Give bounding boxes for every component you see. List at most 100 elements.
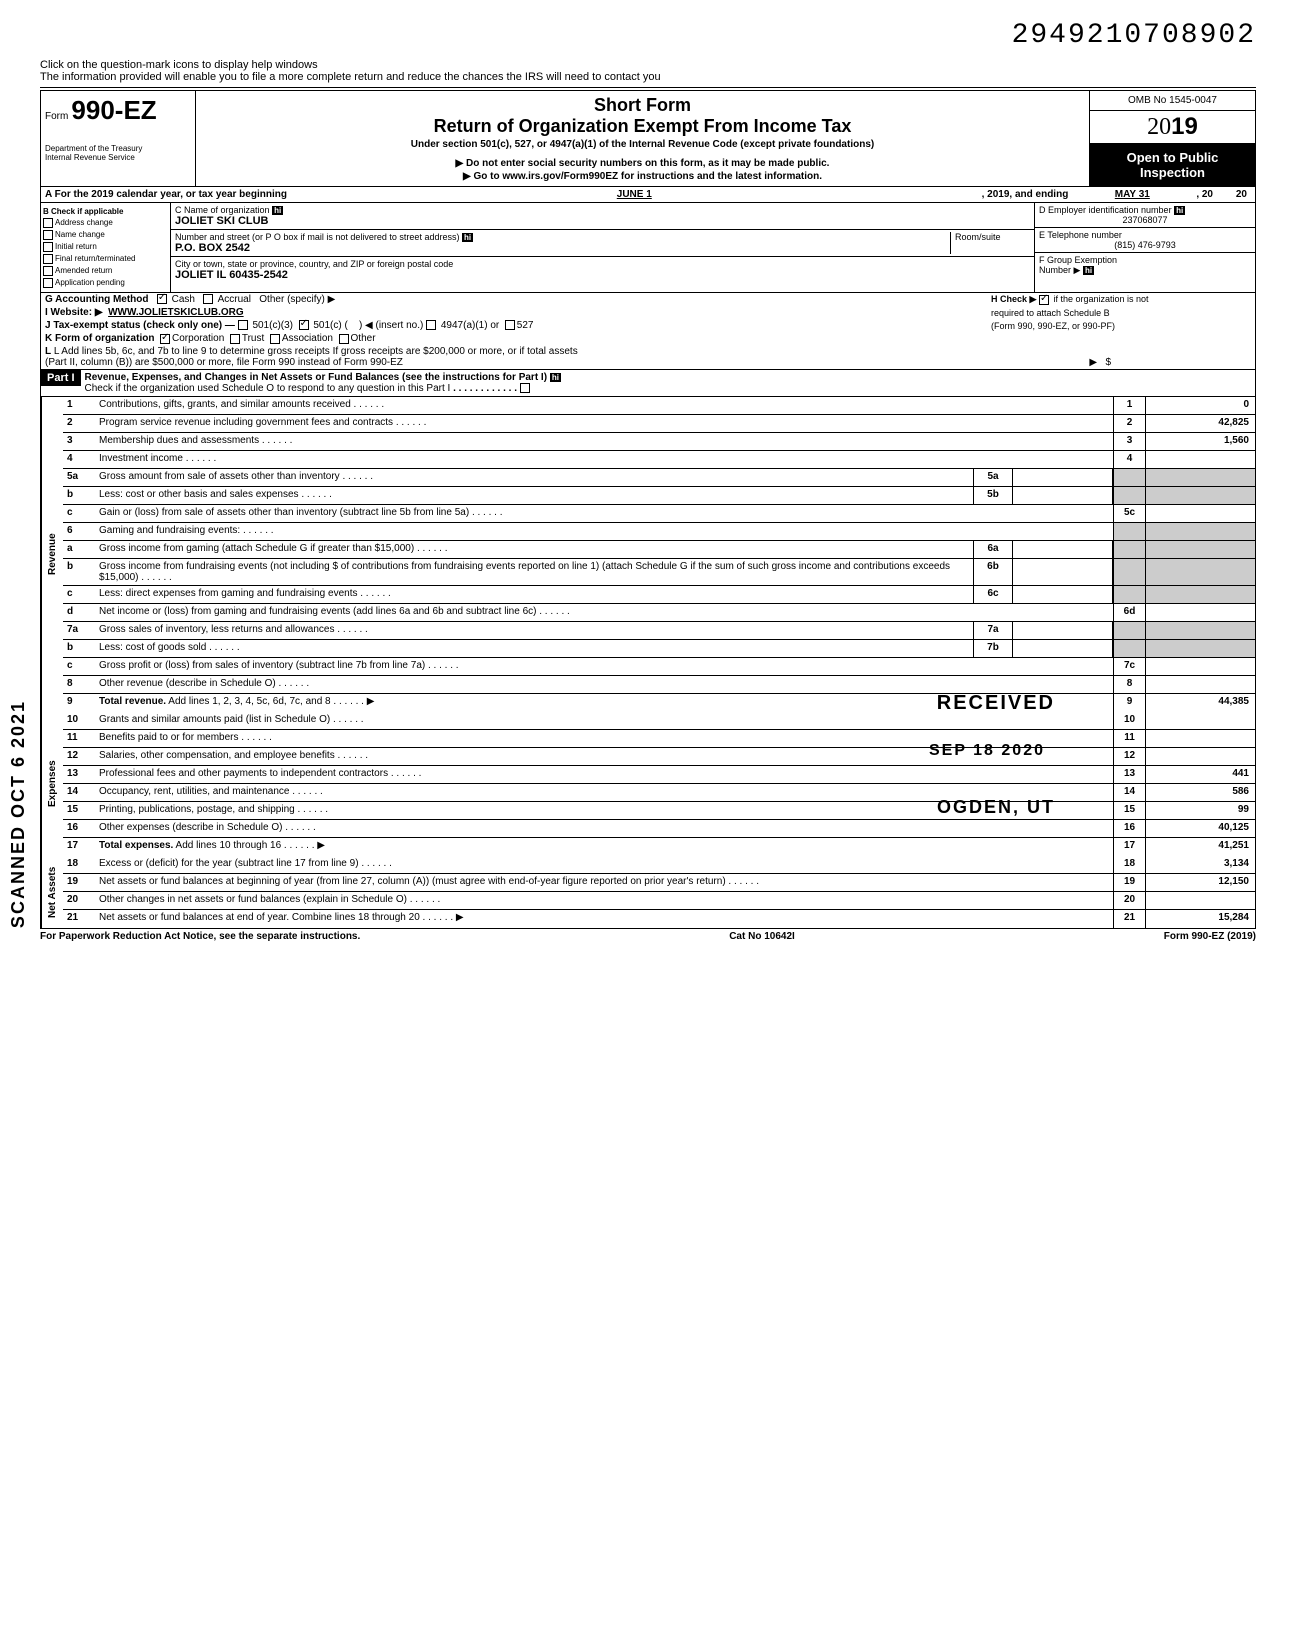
omb-number: OMB No 1545-0047 (1090, 91, 1255, 111)
grp-label: F Group Exemption (1039, 255, 1117, 265)
chk-other-org[interactable] (339, 334, 349, 344)
line-amount (1145, 712, 1255, 729)
line-desc: Salaries, other compensation, and employ… (95, 748, 1113, 765)
line-num: 9 (63, 694, 95, 712)
revenue-label: Revenue (41, 397, 63, 712)
form-line-17: 17Total expenses. Add lines 10 through 1… (63, 838, 1255, 856)
mid-line-val (1013, 541, 1113, 558)
form-line-4: 4Investment income . . . . . .4 (63, 451, 1255, 469)
line-desc: Benefits paid to or for members . . . . … (95, 730, 1113, 747)
form-line-15: 15Printing, publications, postage, and s… (63, 802, 1255, 820)
right-box: OMB No 1545-0047 2019 Open to Public Ins… (1090, 91, 1255, 186)
line-num: 20 (63, 892, 95, 909)
chk-527[interactable] (505, 320, 515, 330)
line-amount (1145, 658, 1255, 675)
main-title: Return of Organization Exempt From Incom… (204, 116, 1081, 137)
line-num: 6 (63, 523, 95, 540)
line-num: 18 (63, 856, 95, 873)
form-line-6: 6Gaming and fundraising events: . . . . … (63, 523, 1255, 541)
line-desc: Less: direct expenses from gaming and fu… (95, 586, 973, 603)
form-line-a: aGross income from gaming (attach Schedu… (63, 541, 1255, 559)
line-amount (1145, 604, 1255, 621)
ssn-warning: ▶ Do not enter social security numbers o… (204, 158, 1081, 169)
form-line-13: 13Professional fees and other payments t… (63, 766, 1255, 784)
line-num: 3 (63, 433, 95, 450)
line-box-num: 18 (1113, 856, 1145, 873)
line-amount: 40,125 (1145, 820, 1255, 837)
footer-left: For Paperwork Reduction Act Notice, see … (40, 931, 360, 942)
chk-501c[interactable] (299, 320, 309, 330)
goto-link: ▶ Go to www.irs.gov/Form990EZ for instru… (204, 171, 1081, 182)
line-a-mid: , 2019, and ending (982, 189, 1069, 200)
chk-cash[interactable] (157, 294, 167, 304)
subtitle: Under section 501(c), 527, or 4947(a)(1)… (204, 139, 1081, 150)
line-box-num: 16 (1113, 820, 1145, 837)
line-amount: 12,150 (1145, 874, 1255, 891)
website-value: WWW.JOLIETSKICLUB.ORG (108, 307, 244, 318)
form-line-16: 16Other expenses (describe in Schedule O… (63, 820, 1255, 838)
line-num: c (63, 505, 95, 522)
line-box-shaded (1113, 487, 1145, 504)
chk-501c3[interactable] (238, 320, 248, 330)
line-box-shaded (1113, 640, 1145, 657)
city-value: JOLIET IL 60435-2542 (175, 269, 288, 281)
line-box-shaded (1113, 469, 1145, 486)
line-desc: Gaming and fundraising events: . . . . .… (95, 523, 1113, 540)
inspection-label: Inspection (1094, 165, 1251, 180)
form-line-3: 3Membership dues and assessments . . . .… (63, 433, 1255, 451)
mid-line-val (1013, 640, 1113, 657)
line-box-shaded (1113, 586, 1145, 603)
tax-year-end: MAY 31 (1072, 189, 1192, 200)
chk-h[interactable] (1039, 295, 1049, 305)
chk-pending[interactable]: Application pending (43, 278, 168, 288)
line-desc: Investment income . . . . . . (95, 451, 1113, 468)
line-box-num: 21 (1113, 910, 1145, 928)
help-line-2: The information provided will enable you… (40, 71, 1256, 83)
line-box-shaded (1113, 559, 1145, 585)
line-desc: Other changes in net assets or fund bala… (95, 892, 1113, 909)
line-box-num: 17 (1113, 838, 1145, 856)
mid-line-num: 5a (973, 469, 1013, 486)
line-box-num: 20 (1113, 892, 1145, 909)
line-num: 7a (63, 622, 95, 639)
line-num: b (63, 487, 95, 504)
line-num: d (63, 604, 95, 621)
line-amount: 586 (1145, 784, 1255, 801)
chk-name[interactable]: Name change (43, 230, 168, 240)
tel-value: (815) 476-9793 (1039, 240, 1251, 250)
chk-4947[interactable] (426, 320, 436, 330)
line-amount: 0 (1145, 397, 1255, 414)
open-inspection: Open to Public Inspection (1090, 144, 1255, 186)
line-box-num: 4 (1113, 451, 1145, 468)
form-line-2: 2Program service revenue including gover… (63, 415, 1255, 433)
city-label: City or town, state or province, country… (175, 259, 453, 269)
chk-final[interactable]: Final return/terminated (43, 254, 168, 264)
addr-row: Number and street (or P O box if mail is… (171, 230, 1034, 257)
chk-corp[interactable] (160, 334, 170, 344)
line-num: 10 (63, 712, 95, 729)
line-num: a (63, 541, 95, 558)
col-b: B Check if applicable Address change Nam… (41, 203, 171, 292)
form-line-10: 10Grants and similar amounts paid (list … (63, 712, 1255, 730)
col-d: D Employer identification number hi 2370… (1035, 203, 1255, 292)
mid-line-val (1013, 559, 1113, 585)
chk-trust[interactable] (230, 334, 240, 344)
chk-address[interactable]: Address change (43, 218, 168, 228)
line-box-num: 11 (1113, 730, 1145, 747)
line-amount (1145, 505, 1255, 522)
line-a: A For the 2019 calendar year, or tax yea… (40, 186, 1256, 202)
form-line-c: cGain or (loss) from sale of assets othe… (63, 505, 1255, 523)
part-1-header: Part I Revenue, Expenses, and Changes in… (40, 369, 1256, 397)
line-desc: Printing, publications, postage, and shi… (95, 802, 1113, 819)
room-suite: Room/suite (950, 232, 1030, 254)
line-num: c (63, 658, 95, 675)
chk-accrual[interactable] (203, 294, 213, 304)
chk-assoc[interactable] (270, 334, 280, 344)
line-num: 19 (63, 874, 95, 891)
chk-sched-o[interactable] (520, 383, 530, 393)
chk-amended[interactable]: Amended return (43, 266, 168, 276)
line-desc: Gross sales of inventory, less returns a… (95, 622, 973, 639)
chk-initial[interactable]: Initial return (43, 242, 168, 252)
line-box-num: 12 (1113, 748, 1145, 765)
line-amount (1145, 451, 1255, 468)
